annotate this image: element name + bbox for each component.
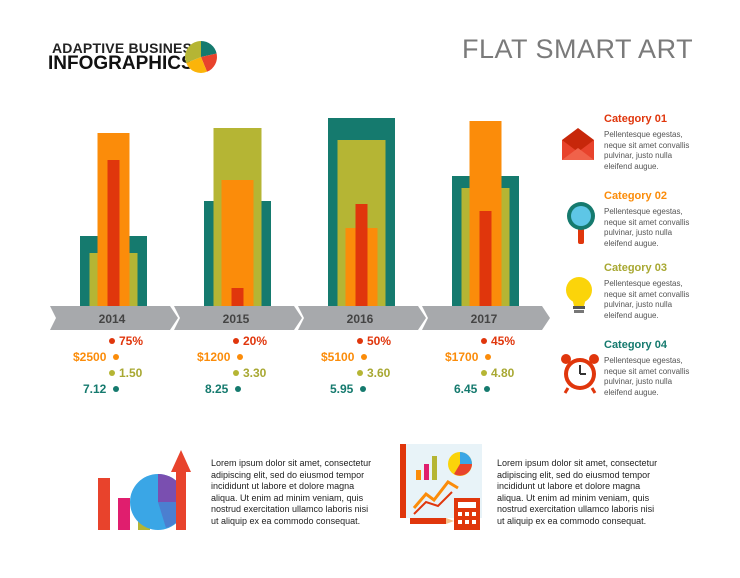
dot-icon <box>481 338 487 344</box>
magnifier-icon <box>562 200 598 251</box>
bar-category-01-2015 <box>231 288 244 308</box>
dot-icon <box>113 386 120 392</box>
legend-line: pulvinar, justo nulla <box>604 377 673 386</box>
year-label-2014: 2014 <box>98 312 126 326</box>
legend-line: pulvinar, justo nulla <box>604 300 673 309</box>
legend-line: neque sit amet convallis <box>604 217 690 227</box>
text-line: Lorem ipsum dolor sit amet, consectetur <box>211 458 372 468</box>
text-line: nostrud exercitation ullamco laboris nis… <box>497 504 655 514</box>
stat-value: 8.25 <box>205 382 229 396</box>
dot-icon <box>113 354 120 360</box>
lightbulb-icon <box>564 276 596 321</box>
logo-title-line1: ADAPTIVE BUSINESS <box>52 40 202 56</box>
stat-ratio: 3.30 <box>243 366 267 380</box>
stat-ratio: 1.50 <box>119 366 143 380</box>
stat-ratio: 3.60 <box>367 366 391 380</box>
stats-2014: 75% $2500 1.50 7.12 <box>60 334 160 396</box>
stat-value: 7.12 <box>83 382 107 396</box>
text-line: adipiscing elit, sed do eiusmod tempor <box>497 469 651 480</box>
text-line: incididunt ut labore et dolore magna <box>497 481 641 491</box>
bar-category-02-2015 <box>221 180 254 308</box>
text-line: Lorem ipsum dolor sit amet, consectetur <box>497 458 658 468</box>
legend-line: Pellentesque egestas, <box>604 207 683 216</box>
alarm-clock-icon <box>560 352 600 399</box>
bar-category-01-2014 <box>107 160 120 308</box>
year-label-2015: 2015 <box>222 312 250 326</box>
bar-category-01-2016 <box>355 204 368 308</box>
stat-money: $1700 <box>445 350 479 364</box>
legend-body-3: Pellentesque egestas, neque sit amet con… <box>604 279 704 321</box>
text-line: aliqua. Ut enim ad minim veniam, quis <box>497 492 650 503</box>
envelope-icon <box>560 126 596 167</box>
pie-logo-icon <box>185 41 217 73</box>
dot-icon <box>357 338 363 344</box>
page-title: FLAT SMART ART <box>462 34 694 64</box>
legend-line: Pellentesque egestas, <box>604 279 683 288</box>
stat-money: $5100 <box>321 350 355 364</box>
dot-icon <box>233 338 239 344</box>
timeline-arrow <box>50 306 550 330</box>
dot-icon <box>357 370 363 376</box>
year-label-2017: 2017 <box>470 312 498 326</box>
dot-icon <box>237 354 244 360</box>
stats-2017: 45% $1700 4.80 6.45 <box>432 334 532 396</box>
dot-icon <box>485 354 492 360</box>
dot-icon <box>233 370 239 376</box>
stat-money: $1200 <box>197 350 231 364</box>
bar-chart <box>80 118 519 308</box>
stat-percent: 45% <box>491 334 516 348</box>
dot-icon <box>235 386 242 392</box>
legend-body-1: Pellentesque egestas, neque sit amet con… <box>604 130 704 172</box>
legend-body-2: Pellentesque egestas, neque sit amet con… <box>604 207 704 249</box>
legend-line: Pellentesque egestas, <box>604 356 683 365</box>
legend-line: Pellentesque egestas, <box>604 130 683 139</box>
text-line: ut aliquip ex ea commodo consequat. <box>211 515 361 526</box>
stats-2015: 20% $1200 3.30 8.25 <box>184 334 284 396</box>
dot-icon <box>361 354 368 360</box>
bar-category-01-2017 <box>479 211 492 308</box>
logo-title-line2: INFOGRAPHICS <box>48 53 194 74</box>
legend-line: neque sit amet convallis <box>604 289 690 299</box>
legend-body-4: Pellentesque egestas, neque sit amet con… <box>604 356 704 398</box>
legend-title-3: Category 03 <box>604 262 667 274</box>
legend-title-1: Category 01 <box>604 113 667 125</box>
stat-percent: 50% <box>367 334 392 348</box>
stat-value: 5.95 <box>330 382 354 396</box>
text-line: aliqua. Ut enim ad minim veniam, quis <box>211 492 364 503</box>
stat-value: 6.45 <box>454 382 478 396</box>
text-line: nostrud exercitation ullamco laboris nis… <box>211 504 369 514</box>
dot-icon <box>360 386 367 392</box>
text-line: adipiscing elit, sed do eiusmod tempor <box>211 469 365 480</box>
legend-title-4: Category 04 <box>604 339 667 351</box>
stat-percent: 75% <box>119 334 144 348</box>
bar-pie-growth-icon <box>96 444 200 537</box>
bottom-right-text: Lorem ipsum dolor sit amet, consectetur … <box>497 458 672 527</box>
legend-line: pulvinar, justo nulla <box>604 228 673 237</box>
legend-line: pulvinar, justo nulla <box>604 151 673 160</box>
dot-icon <box>484 386 491 392</box>
legend-line: eleifend augue. <box>604 310 659 320</box>
dot-icon <box>109 338 115 344</box>
report-calculator-icon <box>400 442 484 537</box>
dot-icon <box>109 370 115 376</box>
legend-line: eleifend augue. <box>604 238 659 248</box>
legend-title-2: Category 02 <box>604 190 667 202</box>
stat-ratio: 4.80 <box>491 366 515 380</box>
dot-icon <box>481 370 487 376</box>
legend-line: neque sit amet convallis <box>604 366 690 376</box>
bottom-left-text: Lorem ipsum dolor sit amet, consectetur … <box>211 458 386 527</box>
legend-line: eleifend augue. <box>604 387 659 397</box>
year-label-2016: 2016 <box>346 312 374 326</box>
text-line: ut aliquip ex ea commodo consequat. <box>497 515 647 526</box>
stat-money: $2500 <box>73 350 107 364</box>
legend-line: neque sit amet convallis <box>604 140 690 150</box>
stat-percent: 20% <box>243 334 268 348</box>
legend-line: eleifend augue. <box>604 161 659 171</box>
text-line: incididunt ut labore et dolore magna <box>211 481 355 491</box>
stats-2016: 50% $5100 3.60 5.95 <box>308 334 408 396</box>
